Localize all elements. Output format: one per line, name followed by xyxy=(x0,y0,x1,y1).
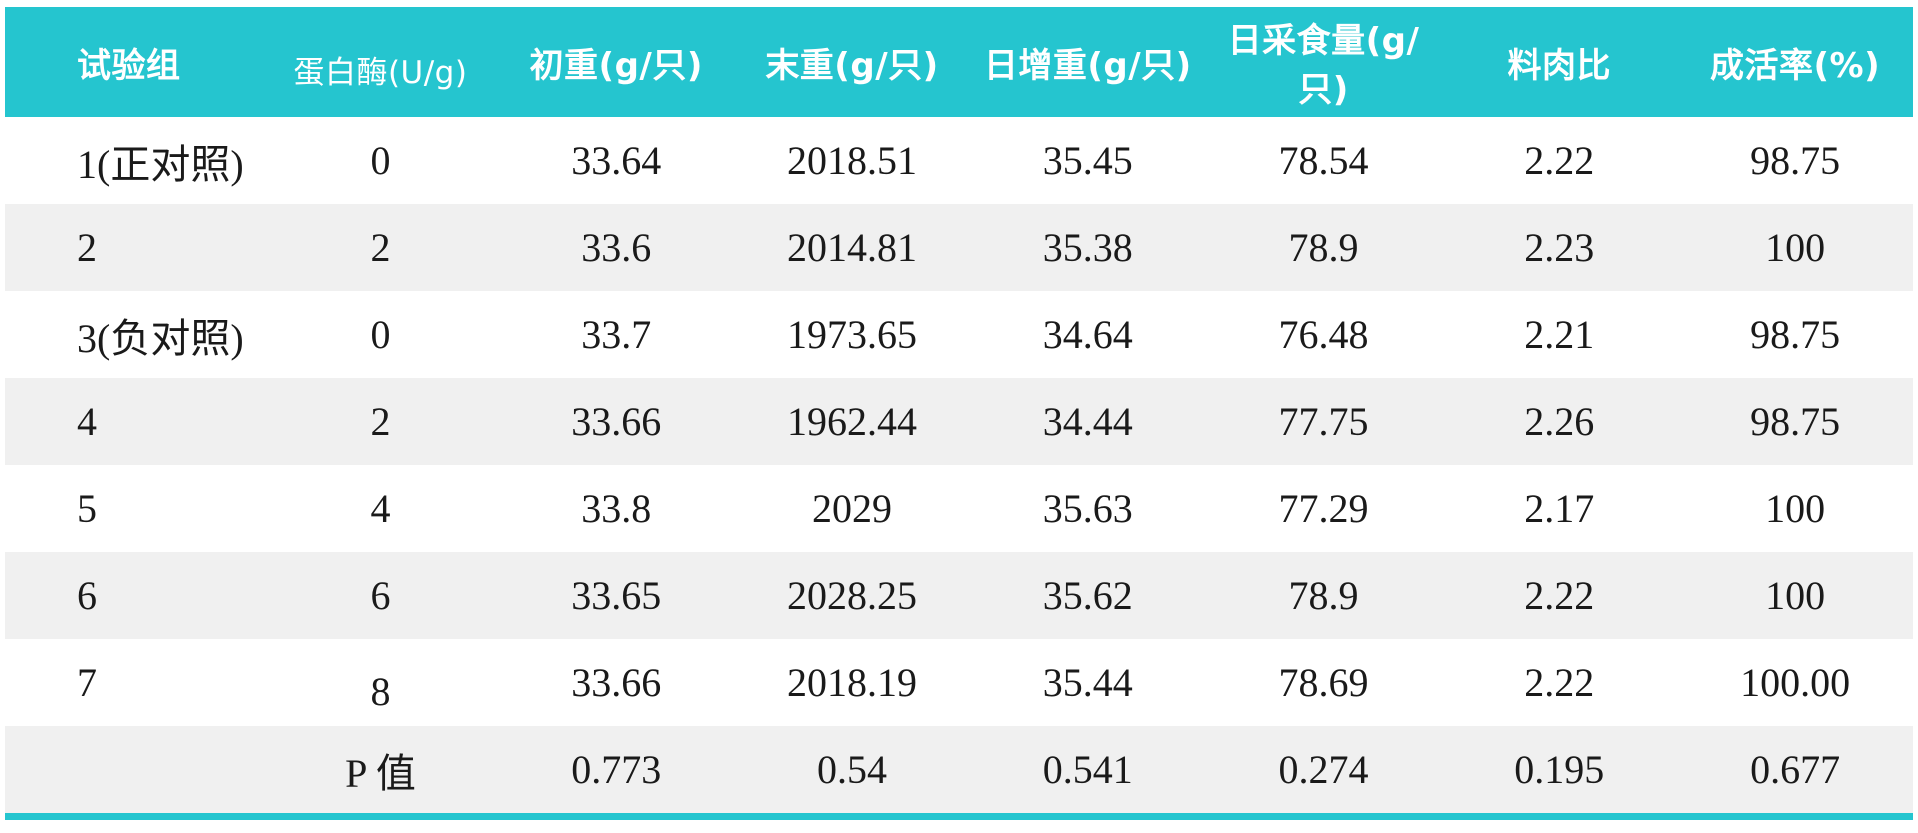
column-header-final: 末重(g/只) xyxy=(734,7,970,117)
cell-initial: 33.66 xyxy=(498,378,735,465)
column-header-group: 试验组 xyxy=(5,7,263,117)
cell-group: 7 xyxy=(5,639,263,726)
cell-gain: 35.62 xyxy=(969,552,1206,639)
column-header-gain: 日增重(g/只) xyxy=(969,7,1206,117)
table-row: 6 6 33.65 2028.25 35.62 78.9 2.22 100 xyxy=(5,552,1913,639)
cell-protease: 2 xyxy=(262,378,499,465)
cell-protease: 2 xyxy=(262,204,499,291)
table-row: 4 2 33.66 1962.44 34.44 77.75 2.26 98.75 xyxy=(5,378,1913,465)
table-row: 3(负对照) 0 33.7 1973.65 34.64 76.48 2.21 98.75 xyxy=(5,291,1913,378)
cell-intake: 78.9 xyxy=(1205,552,1442,639)
cell-gain: 0.541 xyxy=(969,726,1206,813)
cell-initial: 33.64 xyxy=(498,117,735,204)
cell-initial: 0.773 xyxy=(498,726,735,813)
cell-final: 2028.25 xyxy=(734,552,970,639)
cell-intake: 0.274 xyxy=(1205,726,1442,813)
column-header-survival: 成活率(%) xyxy=(1677,7,1913,117)
cell-fcr: 2.22 xyxy=(1441,552,1678,639)
cell-survival: 100.00 xyxy=(1677,639,1913,726)
cell-survival: 98.75 xyxy=(1677,378,1913,465)
cell-fcr: 2.17 xyxy=(1441,465,1678,552)
table-body: 1(正对照) 0 33.64 2018.51 35.45 78.54 2.22 98.75 2 2… xyxy=(5,117,1913,813)
cell-group: 1(正对照) xyxy=(5,117,263,204)
cell-protease: 4 xyxy=(262,465,499,552)
cell-fcr: 2.23 xyxy=(1441,204,1678,291)
cell-group xyxy=(5,726,263,813)
cell-intake: 78.69 xyxy=(1205,639,1442,726)
results-table: 试验组 蛋白酶(U/g) 初重(g/只) 末重(g/只) 日增重(g/只) 日采食量(g/… xyxy=(5,7,1913,813)
cell-gain: 35.38 xyxy=(969,204,1206,291)
cell-gain: 35.45 xyxy=(969,117,1206,204)
cell-fcr: 2.22 xyxy=(1441,117,1678,204)
column-header-fcr: 料肉比 xyxy=(1441,7,1678,117)
cell-final: 2029 xyxy=(734,465,970,552)
table-header-row: 试验组 蛋白酶(U/g) 初重(g/只) 末重(g/只) 日增重(g/只) 日采食量(g/… xyxy=(5,7,1913,117)
cell-initial: 33.8 xyxy=(498,465,735,552)
cell-protease: 0 xyxy=(262,117,499,204)
cell-gain: 35.63 xyxy=(969,465,1206,552)
cell-intake: 77.29 xyxy=(1205,465,1442,552)
cell-intake: 78.54 xyxy=(1205,117,1442,204)
cell-final: 2018.19 xyxy=(734,639,970,726)
cell-group: 3(负对照) xyxy=(5,291,263,378)
cell-intake: 77.75 xyxy=(1205,378,1442,465)
cell-group: 2 xyxy=(5,204,263,291)
cell-group: 6 xyxy=(5,552,263,639)
cell-survival: 98.75 xyxy=(1677,117,1913,204)
cell-fcr: 0.195 xyxy=(1441,726,1678,813)
cell-fcr: 2.21 xyxy=(1441,291,1678,378)
cell-protease: 8 xyxy=(262,639,499,726)
cell-final: 1973.65 xyxy=(734,291,970,378)
cell-final: 0.54 xyxy=(734,726,970,813)
cell-survival: 100 xyxy=(1677,465,1913,552)
cell-survival: 98.75 xyxy=(1677,291,1913,378)
cell-survival: 100 xyxy=(1677,552,1913,639)
cell-intake: 76.48 xyxy=(1205,291,1442,378)
column-header-protease: 蛋白酶(U/g) xyxy=(262,7,499,117)
table-row: 7 8 33.66 2018.19 35.44 78.69 2.22 100.00 xyxy=(5,639,1913,726)
cell-initial: 33.7 xyxy=(498,291,735,378)
cell-survival: 100 xyxy=(1677,204,1913,291)
bottom-accent-bar xyxy=(5,813,1913,820)
cell-group: 4 xyxy=(5,378,263,465)
cell-gain: 34.44 xyxy=(969,378,1206,465)
cell-fcr: 2.22 xyxy=(1441,639,1678,726)
cell-initial: 33.66 xyxy=(498,639,735,726)
cell-initial: 33.65 xyxy=(498,552,735,639)
cell-fcr: 2.26 xyxy=(1441,378,1678,465)
cell-intake: 78.9 xyxy=(1205,204,1442,291)
cell-protease: 0 xyxy=(262,291,499,378)
table-row: 1(正对照) 0 33.64 2018.51 35.45 78.54 2.22 98.75 xyxy=(5,117,1913,204)
cell-survival: 0.677 xyxy=(1677,726,1913,813)
cell-final: 2014.81 xyxy=(734,204,970,291)
column-header-intake: 日采食量(g/只) xyxy=(1205,7,1442,117)
column-header-initial: 初重(g/只) xyxy=(498,7,735,117)
cell-gain: 34.64 xyxy=(969,291,1206,378)
cell-initial: 33.6 xyxy=(498,204,735,291)
cell-final: 2018.51 xyxy=(734,117,970,204)
table-row: 5 4 33.8 2029 35.63 77.29 2.17 100 xyxy=(5,465,1913,552)
cell-protease: 6 xyxy=(262,552,499,639)
cell-final: 1962.44 xyxy=(734,378,970,465)
table-row: P 值 0.773 0.54 0.541 0.274 0.195 0.677 xyxy=(5,726,1913,813)
cell-group: 5 xyxy=(5,465,263,552)
cell-gain: 35.44 xyxy=(969,639,1206,726)
table-row: 2 2 33.6 2014.81 35.38 78.9 2.23 100 xyxy=(5,204,1913,291)
cell-protease: P 值 xyxy=(262,726,499,813)
